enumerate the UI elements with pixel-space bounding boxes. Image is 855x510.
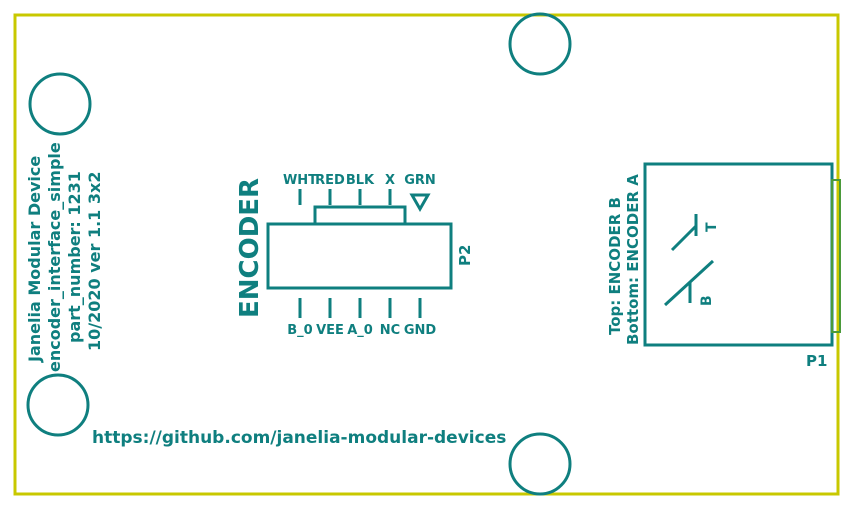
board-info-line1: Janelia Modular Device xyxy=(25,156,44,363)
bottom-pin-label: VEE xyxy=(316,323,344,338)
bottom-pin-label: NC xyxy=(380,323,400,338)
p2-connector-key xyxy=(313,205,407,224)
top-pin-label: BLK xyxy=(346,173,375,188)
p2-label: P2 xyxy=(456,245,474,266)
switch-b-label: B xyxy=(699,295,715,306)
p1-label: P1 xyxy=(806,352,827,370)
board-info-line3: part_number: 1231 xyxy=(65,171,84,343)
top-pin-label: X xyxy=(385,173,395,188)
encoder-label: ENCODER xyxy=(235,178,265,318)
top-pin-label: RED xyxy=(315,173,345,188)
top-pin-label: GRN xyxy=(404,173,436,188)
top-pin-label: WHT xyxy=(283,173,317,188)
bottom-pin-label: B_0 xyxy=(287,323,312,338)
p1-top-text: Top: ENCODER B xyxy=(606,197,624,335)
url-text: https://github.com/janelia-modular-devic… xyxy=(92,428,506,448)
mounting-hole xyxy=(26,373,90,437)
p1-bottom-text: Bottom: ENCODER A xyxy=(624,174,642,345)
bottom-pin-label: GND xyxy=(404,323,437,338)
triangle-down-icon xyxy=(409,193,431,213)
mounting-hole xyxy=(508,12,572,76)
mounting-hole xyxy=(28,72,92,136)
bottom-pin-label: A_0 xyxy=(347,323,373,338)
switch-t-label: T xyxy=(704,222,720,232)
mounting-hole xyxy=(508,432,572,496)
board-outline xyxy=(13,13,840,496)
board-info-line2: encoder_interface_simple xyxy=(45,142,64,372)
p1-edge-mark xyxy=(831,179,841,333)
switch-t-lever xyxy=(670,224,698,252)
board-info-line4: 10/2020 ver 1.1 3x2 xyxy=(85,172,104,351)
p2-connector-body xyxy=(266,222,453,290)
